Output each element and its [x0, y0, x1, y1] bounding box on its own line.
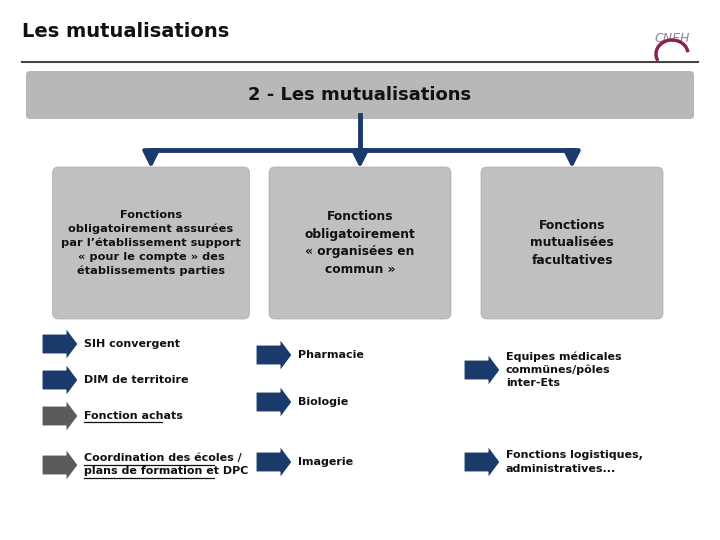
Polygon shape [256, 386, 292, 418]
Text: CNEH: CNEH [654, 31, 690, 44]
Text: Equipes médicales: Equipes médicales [506, 352, 621, 362]
Polygon shape [464, 446, 500, 478]
Text: plans de formation et DPC: plans de formation et DPC [84, 467, 248, 476]
FancyBboxPatch shape [26, 71, 694, 119]
Text: Fonctions
obligatoirement
« organisées en
commun »: Fonctions obligatoirement « organisées e… [305, 210, 415, 276]
Polygon shape [256, 339, 292, 371]
Polygon shape [42, 328, 78, 360]
Polygon shape [42, 400, 78, 432]
Text: Pharmacie: Pharmacie [298, 350, 364, 360]
Text: commünes/pôles: commünes/pôles [506, 364, 611, 375]
Text: inter-Ets: inter-Ets [506, 378, 560, 388]
Text: 2 - Les mutualisations: 2 - Les mutualisations [248, 86, 472, 104]
Text: DIM de territoire: DIM de territoire [84, 375, 189, 385]
Text: administratives...: administratives... [506, 463, 616, 474]
Text: Imagerie: Imagerie [298, 457, 353, 467]
Text: SIH convergent: SIH convergent [84, 339, 180, 349]
Text: Les mutualisations: Les mutualisations [22, 22, 229, 41]
Text: Fonctions
mutualisées
facultatives: Fonctions mutualisées facultatives [530, 219, 614, 267]
FancyBboxPatch shape [481, 167, 663, 319]
FancyBboxPatch shape [269, 167, 451, 319]
Text: Coordination des écoles /: Coordination des écoles / [84, 454, 242, 463]
Polygon shape [464, 354, 500, 386]
Text: Biologie: Biologie [298, 397, 348, 407]
Text: Fonctions
obligatoirement assurées
par l’établissement support
« pour le compte : Fonctions obligatoirement assurées par l… [61, 210, 241, 276]
FancyBboxPatch shape [53, 167, 250, 319]
Text: Fonction achats: Fonction achats [84, 411, 183, 421]
Polygon shape [42, 449, 78, 481]
Polygon shape [256, 446, 292, 478]
Text: Fonctions logistiques,: Fonctions logistiques, [506, 450, 643, 461]
Polygon shape [42, 364, 78, 396]
